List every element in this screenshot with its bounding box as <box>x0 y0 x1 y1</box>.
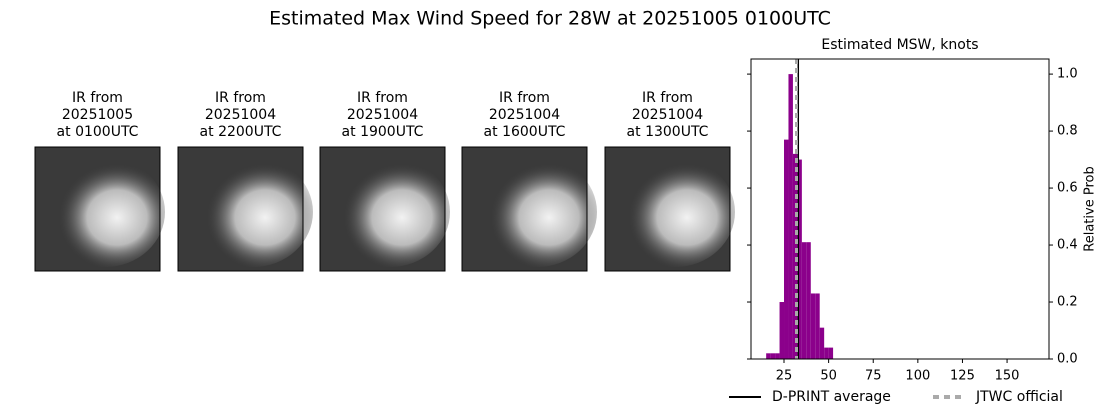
ir-image-frame <box>319 146 446 272</box>
panel-caption: at 2200UTC <box>200 124 282 140</box>
y-tick-label: 0.8 <box>1057 124 1078 139</box>
panel-caption: IR from <box>642 90 693 106</box>
panel-caption: IR from <box>215 90 266 106</box>
y-tick-label: 0.6 <box>1057 181 1078 196</box>
panel-caption: 20251004 <box>205 107 276 123</box>
bar <box>784 139 789 359</box>
y-tick-label: 0.2 <box>1057 295 1078 310</box>
bar <box>819 327 825 359</box>
bar <box>828 347 834 359</box>
panel-caption: 20251004 <box>489 107 560 123</box>
bar <box>824 347 829 359</box>
legend-label: JTWC official <box>975 389 1063 405</box>
x-tick-label: 50 <box>820 369 837 384</box>
ir-cloud <box>330 157 450 267</box>
x-tick-label: 125 <box>950 369 975 384</box>
ir-cloud <box>45 157 165 267</box>
y-tick-label: 1.0 <box>1057 67 1078 82</box>
bar <box>801 242 807 359</box>
ir-image-frame <box>461 146 588 272</box>
legend-label: D-PRINT average <box>772 389 891 405</box>
ir-cloud <box>193 157 313 267</box>
ir-cloud <box>615 157 735 267</box>
panel-caption: IR from <box>72 90 123 106</box>
bar <box>788 74 793 359</box>
panel-caption: at 1300UTC <box>627 124 709 140</box>
y-tick-label: 0.4 <box>1057 238 1078 253</box>
bar <box>806 242 811 359</box>
bar <box>815 293 820 359</box>
panel-caption: at 0100UTC <box>57 124 139 140</box>
panel-caption: at 1900UTC <box>342 124 424 140</box>
panel-caption: IR from <box>357 90 408 106</box>
y-tick-label: 0.0 <box>1057 352 1078 367</box>
x-tick-label: 150 <box>995 369 1020 384</box>
y-axis-label: Relative Prob <box>1083 166 1098 251</box>
ir-cloud <box>477 157 597 267</box>
bar <box>797 159 802 359</box>
ir-image-frame <box>177 146 304 272</box>
panel-caption: 20251004 <box>632 107 703 123</box>
panel-caption: at 1600UTC <box>484 124 566 140</box>
figure-title: Estimated Max Wind Speed for 28W at 2025… <box>269 8 831 30</box>
x-tick-label: 25 <box>776 369 793 384</box>
ir-image-frame <box>604 146 731 272</box>
bar <box>810 293 816 359</box>
bar <box>792 153 798 359</box>
bar <box>775 353 780 359</box>
x-tick-label: 75 <box>865 369 882 384</box>
bar <box>770 353 776 359</box>
bar <box>766 353 771 359</box>
panel-caption: 20251004 <box>347 107 418 123</box>
panel-caption: 20251005 <box>62 107 133 123</box>
x-tick-label: 100 <box>905 369 930 384</box>
chart-title: Estimated MSW, knots <box>821 37 978 53</box>
ir-image-frame <box>34 146 161 272</box>
bar <box>779 302 785 359</box>
panel-caption: IR from <box>499 90 550 106</box>
plot-frame <box>750 58 1050 360</box>
